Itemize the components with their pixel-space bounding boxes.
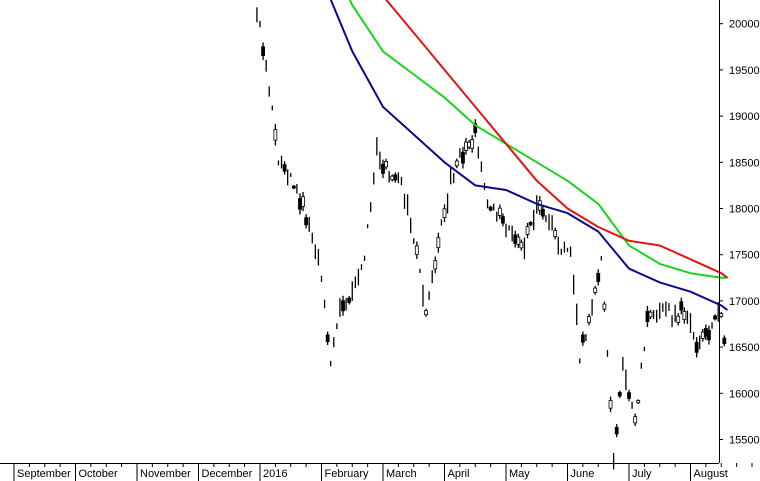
x-axis: September October November December 2016 Febr… bbox=[13, 463, 753, 481]
y-tick-label: 20000 bbox=[729, 19, 760, 31]
price-candle-body bbox=[648, 311, 653, 318]
price-candle-body bbox=[645, 310, 650, 323]
x-tick-label: July bbox=[632, 468, 652, 480]
price-candle-body bbox=[614, 426, 619, 435]
y-tick-label: 18500 bbox=[729, 157, 760, 169]
price-candle-body bbox=[694, 341, 699, 353]
price-candle-body bbox=[553, 230, 558, 237]
price-candle-body bbox=[596, 272, 601, 282]
price-candle-body bbox=[707, 329, 711, 341]
price-candle-body bbox=[633, 416, 638, 424]
price-candle-body bbox=[341, 300, 345, 312]
price-candle-body bbox=[298, 198, 302, 210]
moving-average-line-1 bbox=[329, 0, 729, 311]
price-candle-body bbox=[676, 315, 681, 323]
price-candle-body bbox=[525, 226, 530, 235]
price-candle-body bbox=[393, 174, 398, 181]
price-candle-body bbox=[390, 175, 395, 181]
x-tick-label: April bbox=[448, 468, 470, 480]
price-candle-body bbox=[703, 328, 708, 337]
x-tick-label: August bbox=[694, 468, 728, 480]
price-candle-body bbox=[497, 207, 502, 216]
price-candle-body bbox=[436, 237, 441, 249]
x-tick-label: 2016 bbox=[263, 468, 287, 480]
price-candle-body bbox=[347, 297, 352, 303]
y-tick-label: 19000 bbox=[729, 111, 760, 123]
y-tick-label: 16500 bbox=[729, 342, 760, 354]
price-candle-body bbox=[679, 301, 684, 311]
x-tick-label: October bbox=[79, 468, 118, 480]
price-candle-body bbox=[454, 160, 459, 167]
price-candle-body bbox=[470, 139, 475, 149]
price-candle-body bbox=[513, 234, 518, 244]
price-candle-body bbox=[282, 164, 287, 172]
y-axis: 15500 16000 16500 17000 17500 18000 18500 19000… bbox=[719, 19, 760, 447]
price-candle-body bbox=[627, 392, 631, 399]
price-candle-body bbox=[580, 334, 585, 343]
x-tick-label: November bbox=[140, 468, 191, 480]
price-candle-body bbox=[587, 316, 591, 323]
price-candle-body bbox=[325, 334, 330, 343]
series-layer bbox=[256, 0, 729, 470]
x-tick-label: June bbox=[571, 468, 595, 480]
price-candle-body bbox=[442, 208, 447, 219]
price-candle-body bbox=[501, 216, 505, 224]
price-candle-body bbox=[617, 392, 622, 397]
price-candle-body bbox=[424, 310, 428, 316]
x-tick-label: May bbox=[509, 468, 530, 480]
y-tick-label: 17000 bbox=[729, 296, 760, 308]
price-candle-body bbox=[722, 337, 727, 344]
price-candle-body bbox=[593, 287, 598, 293]
price-candle-body bbox=[433, 260, 438, 270]
price-candle-body bbox=[602, 303, 607, 310]
price-candle-body bbox=[488, 206, 493, 211]
price-series bbox=[256, 7, 727, 470]
price-candle-body bbox=[473, 123, 478, 134]
price-candle-body bbox=[682, 311, 687, 320]
y-tick-label: 18000 bbox=[729, 204, 760, 216]
x-tick-label: February bbox=[325, 468, 370, 480]
moving-average-line-2 bbox=[348, 0, 728, 279]
price-candle-body bbox=[261, 46, 265, 56]
price-candle-body bbox=[384, 161, 388, 168]
x-tick-label: December bbox=[202, 468, 253, 480]
y-tick-label: 15500 bbox=[729, 435, 760, 447]
y-tick-label: 16000 bbox=[729, 388, 760, 400]
price-candle-body bbox=[304, 217, 309, 226]
price-candle-body bbox=[381, 163, 385, 174]
price-candle-body bbox=[464, 141, 468, 151]
price-candle-body bbox=[461, 151, 465, 164]
price-candle-body bbox=[636, 400, 641, 404]
moving-average-line-3 bbox=[385, 0, 729, 279]
price-candle-body bbox=[719, 313, 724, 317]
price-candle-body bbox=[467, 141, 472, 148]
price-candle-body bbox=[541, 208, 545, 217]
price-candle-body bbox=[273, 128, 278, 141]
price-candle-body bbox=[713, 315, 717, 320]
price-candle-body bbox=[516, 236, 521, 245]
x-tick-label: September bbox=[17, 468, 71, 480]
price-candle-body bbox=[414, 245, 419, 255]
price-candle-body bbox=[291, 185, 296, 189]
x-tick-label: March bbox=[386, 468, 417, 480]
price-candle-body bbox=[528, 222, 533, 226]
y-tick-label: 17500 bbox=[729, 250, 760, 262]
price-candle-body bbox=[608, 400, 613, 409]
y-tick-label: 19500 bbox=[729, 65, 760, 77]
price-candle-body bbox=[301, 196, 305, 207]
price-candle-body bbox=[519, 241, 524, 249]
price-candle-body bbox=[700, 331, 705, 339]
